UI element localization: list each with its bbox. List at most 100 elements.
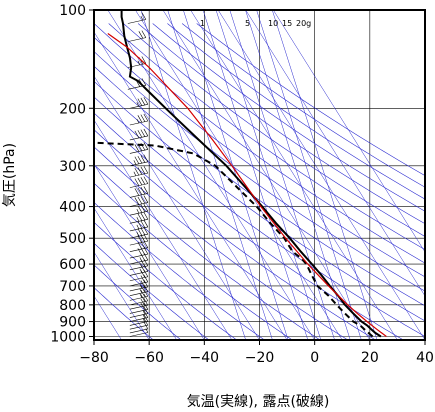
wind-barb-flag [143,227,149,235]
x-axis-title: 気温(実線), 露点(破線) [187,394,330,410]
wind-barb-flag [140,129,146,137]
dry-adiabat-line [94,164,321,340]
x-tick-label: 20 [361,350,379,366]
wind-barb-flag [143,298,149,306]
wind-barb-staff [129,202,148,207]
wind-barb-staff [129,161,148,167]
mixing-ratio-line [271,10,378,340]
dry-adiabat-line [94,242,210,340]
moist-adiabat-line [94,119,233,340]
wind-barb-flag [143,165,149,174]
wind-barb-flag [137,213,143,221]
moist-adiabat-line [94,31,288,340]
moist-adiabat-line [245,10,425,297]
y-tick-label: 1000 [50,329,86,345]
wind-barb-flag [137,130,143,138]
wind-barb-staff [129,218,148,224]
x-tick-label: −80 [79,350,109,366]
wind-barb-flag [140,294,146,302]
wind-barb-flag [140,97,146,106]
wind-barb-staff [129,324,148,330]
wind-barb-flag [134,197,140,205]
x-tick-label: −20 [245,350,275,366]
wind-barbs [127,10,149,337]
x-tick-label: −40 [190,350,220,366]
moist-adiabat-line [94,251,150,340]
wind-barb-flag [134,188,140,196]
mixing-ratio-line [167,10,273,340]
wind-barb-staff [129,328,148,334]
wind-barb-flag [143,195,149,203]
wind-barb-staff [129,296,148,301]
mixing-ratio-line [256,10,362,340]
dry-adiabat-line [94,146,348,340]
dry-adiabat-line [196,23,425,176]
wind-barb-staff [129,226,148,232]
y-tick-label: 800 [59,298,86,314]
wind-barb-staff [129,259,148,265]
wind-barb-flag [140,155,146,163]
wind-barb-staff [129,286,148,292]
wind-barb-staff [129,300,148,306]
adiabat-lines [94,10,425,340]
dry-adiabat-line [94,96,425,337]
wind-barb-flag [140,285,146,293]
wind-barb-flag [140,275,146,283]
wind-barb-staff [129,149,148,154]
wind-barb-flag [137,98,143,106]
wind-barb-flag [140,196,146,204]
dry-adiabat-line [94,112,404,340]
moist-adiabat-line [162,10,371,340]
wind-barb-half-flag [139,284,143,289]
wind-barb-flag [143,274,149,283]
wind-barb-staff [129,247,148,253]
wind-barb-half-flag [136,102,140,107]
wind-barb-flag [140,220,146,228]
wind-barb-flag [143,293,149,302]
wind-barb-staff [129,233,148,239]
wind-barb-staff [129,304,148,310]
wind-barb-flag [140,186,146,195]
wind-barb-half-flag [136,217,140,222]
wind-barb-flag [143,186,149,194]
wind-barb-flag [143,279,149,288]
dry-adiabat-line [181,23,425,188]
wind-barb-staff [129,120,148,126]
wind-barb-flag [134,156,140,164]
wind-barb-half-flag [136,209,140,214]
wind-barb-flag [140,227,146,236]
wind-barb-staff [127,19,146,24]
wind-barb-staff [129,291,148,296]
wind-barb-flag [143,233,149,242]
wind-barb-half-flag [140,16,144,21]
wind-barb-staff [129,172,148,178]
wind-barb-flag [137,155,143,164]
mixing-ratio-line [245,10,351,340]
mixing-ratio-label: 5 [245,19,250,28]
wind-barb-flag [143,113,149,122]
x-axis-ticks: −80 −60 −40 −20 0 20 40 [79,340,434,366]
wind-barb-half-flag [136,118,140,124]
dry-adiabat-line [94,80,425,322]
dry-adiabat-line [94,201,265,340]
x-tick-label: 40 [416,350,434,366]
mixing-ratio-label: 15 [282,19,292,28]
wind-barb-half-flag [139,288,143,294]
mixing-ratio-line [140,10,246,340]
y-tick-label: 400 [59,200,86,216]
wind-barb-flag [134,178,140,186]
dry-adiabat-line [94,221,237,340]
wind-barb-staff [129,332,148,337]
wind-barb-flag [137,228,143,236]
dry-adiabat-line [94,129,376,340]
wind-barb-staff [129,210,148,216]
dry-adiabat-line [137,23,425,225]
wind-barb-flag [143,154,149,162]
wind-barb-flag [140,234,146,242]
wind-barb-flag [137,187,143,195]
wind-barb-flag [140,298,146,307]
wind-barb-flag [137,205,143,213]
wind-barb-flag [143,204,149,212]
wind-barb-half-flag [133,171,137,176]
